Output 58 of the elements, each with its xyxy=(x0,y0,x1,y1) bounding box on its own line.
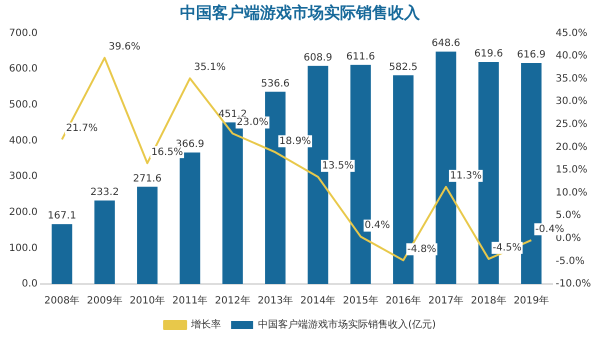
y2-tick-label: 40.0% xyxy=(556,50,588,62)
data-label: 0.4% xyxy=(364,220,390,232)
x-tick-label: 2019年 xyxy=(514,294,550,307)
data-label: 167.1 xyxy=(48,210,76,222)
y2-tick-label: 30.0% xyxy=(556,96,588,108)
y-tick-label: 500.0 xyxy=(8,99,38,110)
y-tick-label: 600.0 xyxy=(8,64,38,75)
x-tick-label: 2018年 xyxy=(470,294,506,307)
data-label: -4.8% xyxy=(407,244,436,255)
y2-tick-label: 35.0% xyxy=(556,73,588,84)
data-label: 619.6 xyxy=(474,48,503,60)
x-tick-label: 2017年 xyxy=(428,294,464,307)
y2-tick-label: -10.0% xyxy=(556,278,592,290)
y2-tick-label: 15.0% xyxy=(556,164,588,176)
y2-tick-label: 5.0% xyxy=(556,210,582,222)
y-tick-label: 700.0 xyxy=(8,28,38,39)
y2-tick-label: 10.0% xyxy=(556,187,588,198)
data-label: 616.9 xyxy=(516,50,546,61)
x-tick-label: 2009年 xyxy=(86,294,122,307)
y2-tick-label: 25.0% xyxy=(556,118,588,130)
y2-tick-label: 20.0% xyxy=(556,142,588,153)
bar xyxy=(137,186,158,284)
x-tick-label: 2012年 xyxy=(214,294,250,307)
x-tick-label: 2015年 xyxy=(342,294,378,307)
data-label: 35.1% xyxy=(194,62,226,73)
data-label: 648.6 xyxy=(432,38,460,50)
y-tick-label: 0.0 xyxy=(22,278,38,290)
data-label: -0.4% xyxy=(535,224,564,235)
y-tick-label: 300.0 xyxy=(8,171,38,182)
x-tick-label: 2014年 xyxy=(300,294,336,307)
bar xyxy=(94,200,115,284)
data-label: 11.3% xyxy=(450,170,482,182)
data-label: 23.0% xyxy=(236,117,268,128)
x-tick-label: 2010年 xyxy=(130,294,166,307)
data-label: 608.9 xyxy=(304,52,332,64)
x-tick-label: 2016年 xyxy=(386,294,422,307)
data-label: 271.6 xyxy=(132,173,162,184)
data-label: 39.6% xyxy=(108,41,140,52)
y-tick-label: 400.0 xyxy=(8,135,38,146)
bar xyxy=(52,224,72,284)
y2-tick-label: 45.0% xyxy=(556,28,588,39)
data-label: 18.9% xyxy=(279,136,312,147)
legend-label: 增长率 xyxy=(190,318,222,331)
data-label: 582.5 xyxy=(388,62,418,73)
x-tick-label: 2011年 xyxy=(172,294,208,307)
y-tick-label: 100.0 xyxy=(8,242,38,254)
data-label: 233.2 xyxy=(90,187,119,198)
x-tick-label: 2013年 xyxy=(258,294,294,307)
chart-title: 中国客户端游戏市场实际销售收入 xyxy=(180,2,421,22)
y-tick-label: 200.0 xyxy=(8,206,38,218)
x-tick-label: 2008年 xyxy=(44,294,80,307)
data-label: 611.6 xyxy=(346,51,375,62)
data-label: 536.6 xyxy=(260,78,290,90)
data-label: -4.5% xyxy=(492,242,522,254)
y2-tick-label: -5.0% xyxy=(556,256,585,267)
data-label: 13.5% xyxy=(322,160,354,172)
legend-label: 中国客户端游戏市场实际销售收入(亿元) xyxy=(258,318,436,331)
data-label: 21.7% xyxy=(66,123,98,134)
